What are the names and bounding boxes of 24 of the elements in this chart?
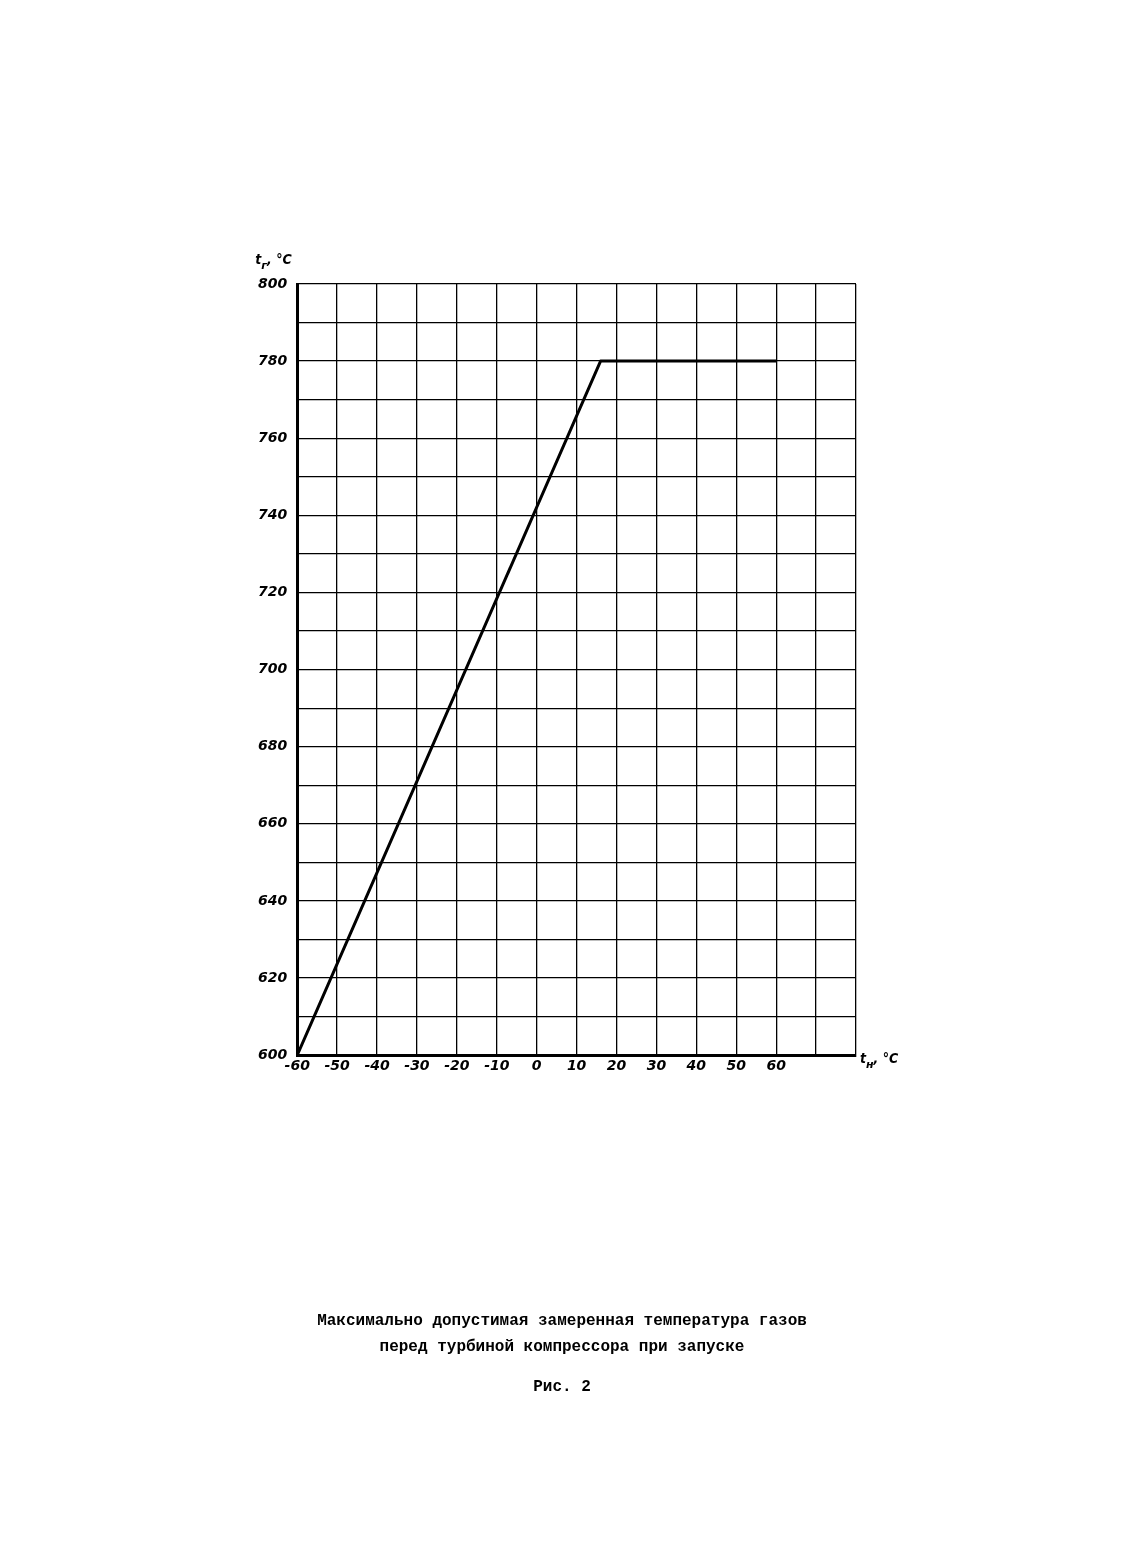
y-tick-label: 620 <box>257 968 288 985</box>
x-tick-label: -20 <box>444 1057 470 1074</box>
x-tick-label: 50 <box>726 1057 747 1074</box>
text: Рис. 2 <box>532 1377 592 1398</box>
y-tick-label: 640 <box>257 891 288 908</box>
x-tick-label: -30 <box>404 1057 430 1074</box>
text: Максимально допустимая замеренная температура газов перед турбиной компрессора при запуске <box>316 1311 808 1358</box>
y-tick-label: 760 <box>257 428 288 445</box>
y-tick-label: 720 <box>257 583 288 600</box>
y-tick-label: 800 <box>257 274 288 291</box>
x-tick-label: 0 <box>531 1057 542 1074</box>
y-tick-label: 680 <box>257 737 288 754</box>
y-tick-label: 660 <box>257 814 288 831</box>
y-tick-label: 700 <box>257 660 288 677</box>
y-tick-label: 740 <box>257 506 288 522</box>
x-tick-label: -40 <box>364 1057 390 1074</box>
x-tick-label: 40 <box>685 1057 707 1074</box>
x-tick-label: 20 <box>606 1057 627 1074</box>
x-tick-label: 10 <box>566 1057 587 1074</box>
x-tick-label: -50 <box>324 1057 351 1074</box>
x-tick-label: 30 <box>646 1057 667 1074</box>
x-tick-label: 60 <box>766 1057 787 1074</box>
x-tick-label: -10 <box>484 1057 510 1074</box>
y-tick-label: 780 <box>257 351 288 368</box>
